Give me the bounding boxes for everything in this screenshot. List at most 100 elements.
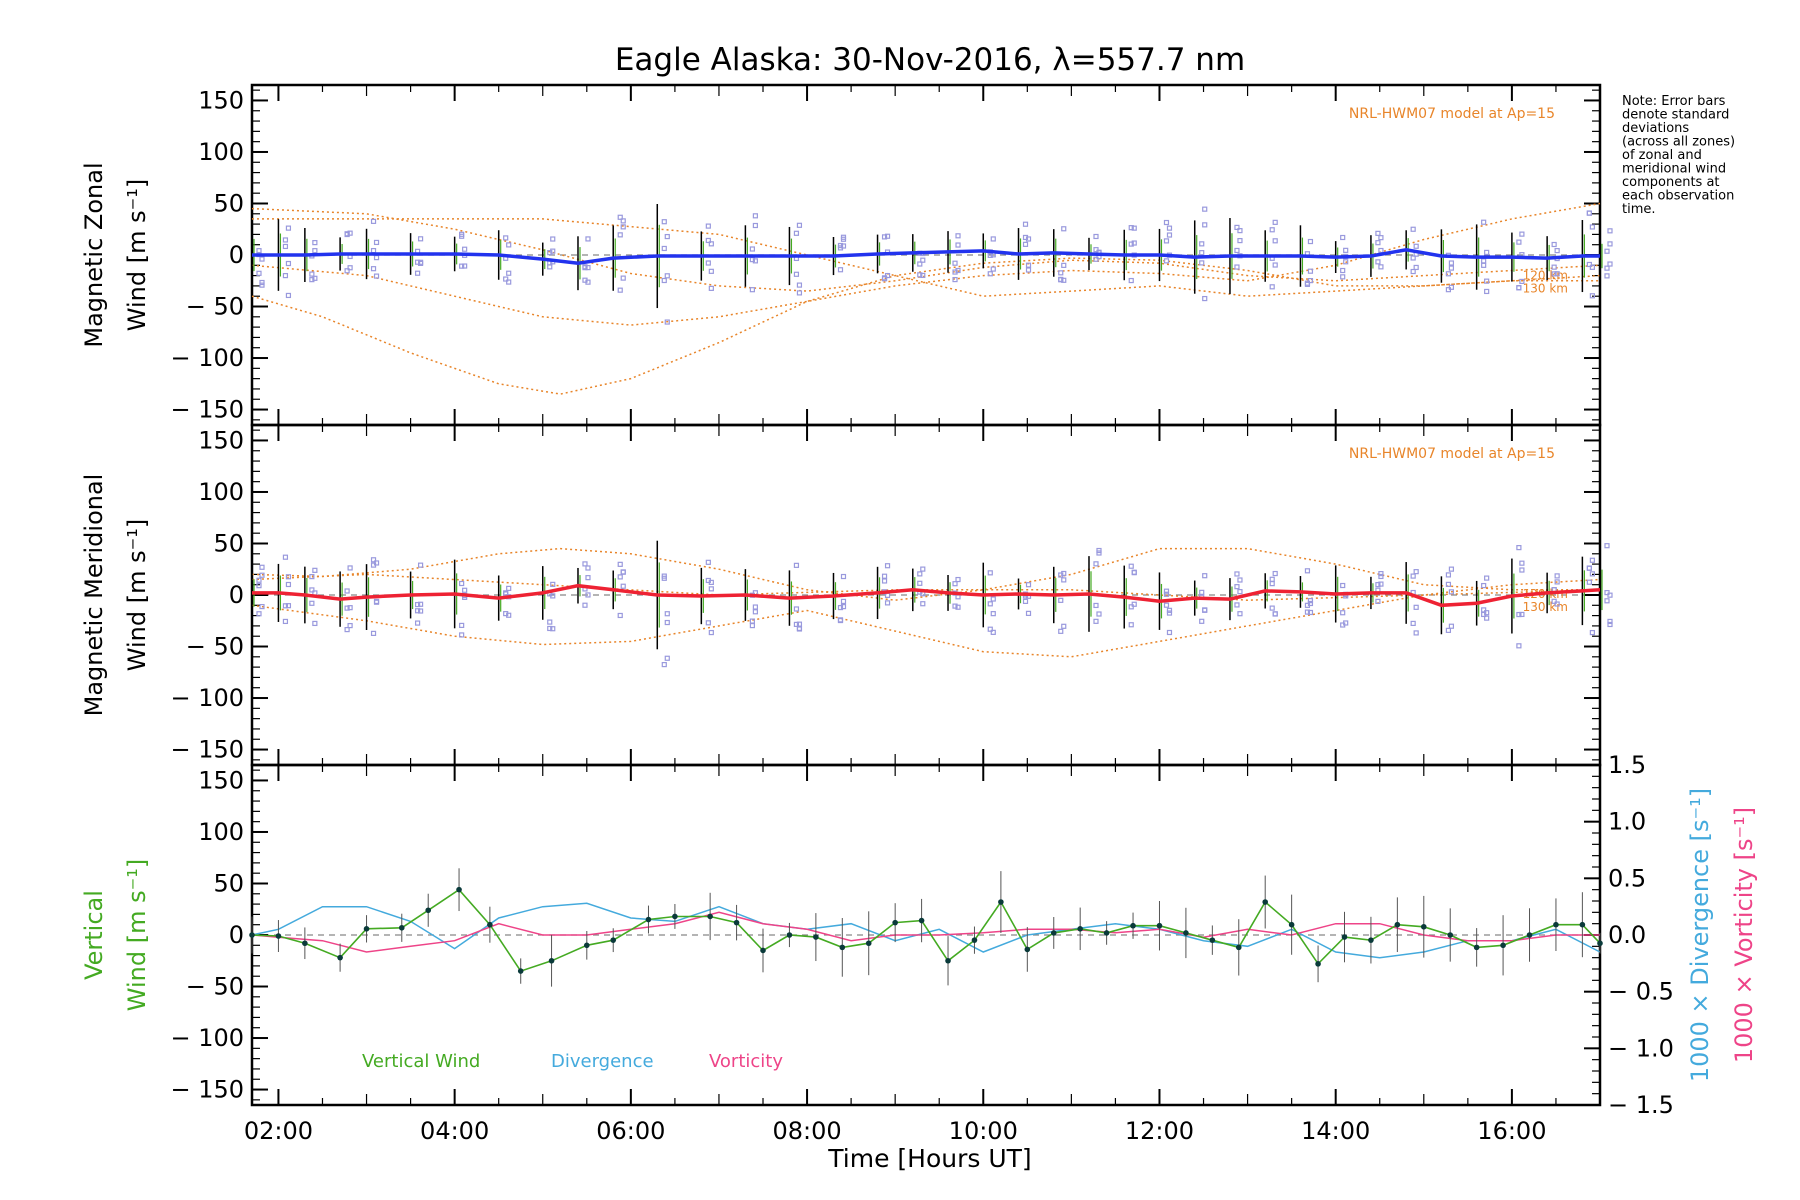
vertical-wind-point bbox=[733, 919, 740, 926]
zonal-scatter-point bbox=[1343, 259, 1349, 265]
zonal-scatter-point bbox=[1481, 258, 1487, 264]
x-tick-label: 04:00 bbox=[420, 1117, 489, 1145]
meridional-scatter-point bbox=[1481, 607, 1487, 613]
zonal-scatter-point bbox=[1272, 262, 1278, 268]
zonal-scatter-point bbox=[661, 219, 667, 225]
zonal-panel: 150 100 50 0 − 50 − 100 − 150 NRL-HWM07 model a… bbox=[170, 83, 1613, 427]
meridional-scatter-point bbox=[1307, 598, 1314, 604]
meridional-scatter-point bbox=[1269, 581, 1275, 587]
meridional-scatter-point bbox=[955, 594, 961, 600]
zonal-scatter-point bbox=[620, 218, 626, 224]
meridional-scatter-point bbox=[1093, 561, 1099, 567]
zonal-scatter-point bbox=[952, 260, 958, 266]
zonal-wind-line bbox=[252, 248, 1600, 265]
meridional-scatter-point bbox=[1128, 604, 1134, 610]
zonal-scatter-point bbox=[417, 259, 424, 265]
meridional-scatter-point bbox=[1413, 569, 1419, 575]
meridional-scatter-point bbox=[708, 586, 714, 592]
meridional-model-curve bbox=[251, 578, 1601, 658]
meridional-scatter-point bbox=[547, 625, 553, 632]
vertical-wind-point bbox=[610, 937, 617, 943]
meridional-scatter-point bbox=[1128, 622, 1134, 628]
zonal-scatter-point bbox=[917, 261, 923, 267]
zonal-scatter-point bbox=[1410, 226, 1416, 232]
meridional-scatter-point bbox=[840, 598, 847, 605]
meridional-scatter-point bbox=[414, 620, 421, 626]
meridional-scatter-point bbox=[1058, 572, 1064, 578]
meridional-scatter-point bbox=[1199, 589, 1205, 595]
zonal-scatter-point bbox=[414, 259, 421, 265]
zonal-scatter-point bbox=[1202, 222, 1208, 228]
meridional-scatter-point bbox=[920, 566, 926, 572]
zonal-scatter-point bbox=[370, 266, 377, 272]
zonal-scatter-point bbox=[955, 233, 961, 239]
zonal-scatter-point bbox=[1166, 232, 1173, 238]
meridional-scatter-point bbox=[347, 565, 353, 571]
zonal-scatter-point bbox=[344, 268, 350, 274]
zonal-scatter-point bbox=[1061, 226, 1067, 232]
zonal-scatter-point bbox=[462, 246, 468, 252]
y2-tick-label: − 0.5 bbox=[1608, 978, 1674, 1006]
meridional-scatter-point bbox=[259, 572, 265, 578]
vertical-wind-point bbox=[1420, 923, 1427, 930]
zonal-scatter-point bbox=[259, 282, 265, 288]
zonal-scatter-point bbox=[1237, 228, 1243, 234]
zonal-scatter-point bbox=[617, 232, 623, 238]
zonal-scatter-point bbox=[793, 230, 800, 236]
meridional-scatter-point bbox=[256, 611, 262, 617]
meridional-scatter-point bbox=[1484, 615, 1490, 621]
meridional-scatter-point bbox=[1413, 630, 1419, 636]
note-line: meridional wind bbox=[1622, 162, 1726, 177]
zonal-scatter-point bbox=[506, 242, 512, 248]
zonal-scatter-point bbox=[1234, 247, 1240, 254]
meridional-scatter-point bbox=[459, 580, 465, 587]
zonal-scatter-point bbox=[1448, 284, 1455, 290]
zonal-scatter-point bbox=[1234, 224, 1240, 231]
zonal-scatter-point bbox=[749, 287, 755, 293]
zonal-scatter-point bbox=[1604, 273, 1610, 279]
zonal-scatter-point bbox=[1199, 260, 1205, 266]
zonal-scatter-point bbox=[749, 246, 755, 252]
zonal-scatter-point bbox=[881, 234, 888, 240]
meridional-scatter-point bbox=[462, 587, 468, 593]
meridional-scatter-point bbox=[1340, 610, 1346, 616]
meridional-scatter-point bbox=[1237, 589, 1243, 595]
zonal-scatter-point bbox=[373, 255, 380, 261]
meridional-scatter-point bbox=[617, 561, 623, 567]
x-tick-label: 12:00 bbox=[1125, 1117, 1194, 1145]
vertical-wind-point bbox=[1024, 946, 1031, 953]
meridional-scatter-point bbox=[987, 626, 993, 632]
zonal-scatter-point bbox=[259, 256, 265, 262]
vertical-wind-point bbox=[1235, 944, 1242, 951]
meridional-scatter-point bbox=[506, 585, 512, 591]
zonal-scatter-point bbox=[1093, 256, 1099, 262]
y-tick-label: − 150 bbox=[170, 396, 244, 424]
zonal-ylabel-line2: Wind [m s⁻¹] bbox=[123, 179, 151, 331]
meridional-scatter-point bbox=[256, 583, 262, 589]
zonal-scatter-point bbox=[1604, 248, 1610, 254]
zonal-scatter-point bbox=[1025, 236, 1032, 242]
zonal-scatter-point bbox=[881, 276, 888, 282]
zonal-scatter-point bbox=[312, 275, 318, 281]
vertical-wind-point bbox=[517, 968, 524, 974]
zonal-scatter-point bbox=[1343, 247, 1349, 253]
meridional-scatter-point bbox=[987, 601, 993, 607]
meridional-scatter-point bbox=[1163, 591, 1170, 597]
zonal-scatter-point bbox=[370, 247, 377, 254]
zonal-scatter-point bbox=[920, 257, 926, 263]
vertical-wind-point bbox=[456, 886, 462, 893]
zonal-scatter-point bbox=[1413, 243, 1419, 249]
zonal-scatter-point bbox=[506, 279, 512, 285]
meridional-scatter-point bbox=[1586, 579, 1592, 585]
meridional-scatter-point bbox=[417, 601, 424, 607]
vertical-wind-point bbox=[971, 937, 978, 943]
meridional-scatter-point bbox=[417, 562, 424, 568]
vertical-wind-point bbox=[1597, 940, 1603, 947]
meridional-scatter-point bbox=[990, 611, 996, 617]
zonal-scatter-point bbox=[1202, 206, 1208, 212]
zonal-scatter-point bbox=[1269, 227, 1275, 233]
meridional-ylabel-line1: Magnetic Meridional bbox=[80, 474, 108, 717]
zonal-scatter-point bbox=[1519, 278, 1525, 285]
meridional-scatter-point bbox=[414, 601, 421, 608]
meridional-scatter-point bbox=[1378, 581, 1384, 587]
